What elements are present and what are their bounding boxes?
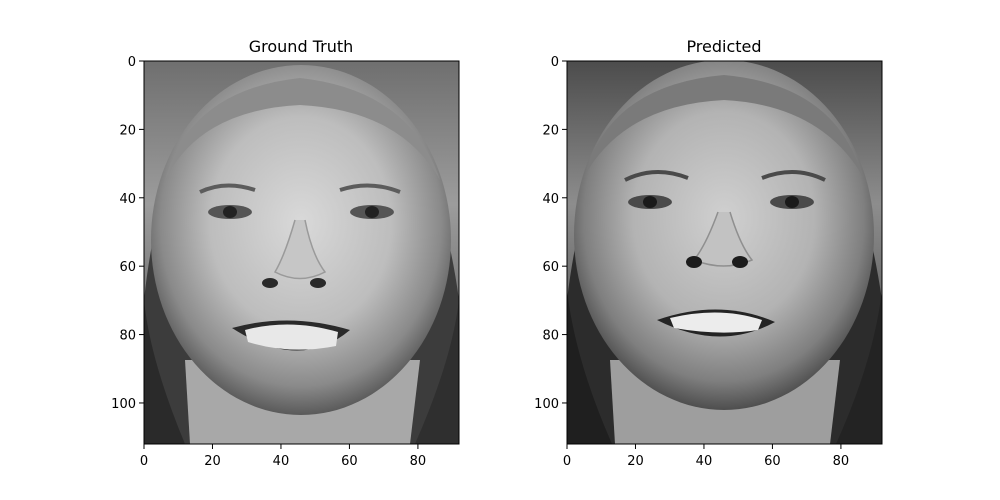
ground-truth-title: Ground Truth bbox=[249, 37, 354, 56]
predicted-ytick-label: 60 bbox=[542, 260, 559, 275]
predicted-axis-ticks: 0 20 40 60 80 0 20 40 60 80 100 bbox=[534, 55, 849, 469]
ground-truth-axis-ticks: 0 20 40 60 80 0 20 40 60 80 100 bbox=[111, 55, 426, 469]
ground-truth-ytick-label: 0 bbox=[128, 55, 136, 70]
ground-truth-image bbox=[144, 61, 459, 444]
ground-truth-ytick-label: 80 bbox=[119, 329, 136, 344]
predicted-ytick-label: 100 bbox=[534, 397, 559, 412]
predicted-xtick-label: 80 bbox=[833, 454, 850, 469]
ground-truth-ytick-label: 20 bbox=[119, 123, 136, 138]
predicted-ytick-label: 40 bbox=[542, 192, 559, 207]
ground-truth-xtick-label: 40 bbox=[273, 454, 290, 469]
panel-ground-truth: Ground Truth bbox=[111, 37, 460, 469]
predicted-ytick-label: 20 bbox=[542, 123, 559, 138]
predicted-image bbox=[567, 61, 882, 444]
ground-truth-ytick-label: 40 bbox=[119, 192, 136, 207]
ground-truth-xtick-label: 80 bbox=[410, 454, 427, 469]
ground-truth-xtick-label: 0 bbox=[140, 454, 148, 469]
ground-truth-ytick-label: 60 bbox=[119, 260, 136, 275]
ground-truth-ytick-label: 100 bbox=[111, 397, 136, 412]
predicted-title: Predicted bbox=[686, 37, 761, 56]
predicted-xtick-label: 0 bbox=[563, 454, 571, 469]
predicted-xtick-label: 60 bbox=[764, 454, 781, 469]
ground-truth-xtick-label: 60 bbox=[341, 454, 358, 469]
predicted-xtick-label: 40 bbox=[696, 454, 713, 469]
predicted-xtick-label: 20 bbox=[627, 454, 644, 469]
panel-predicted: Predicted 0 20 40 60 80 bbox=[534, 37, 883, 469]
ground-truth-xtick-label: 20 bbox=[204, 454, 221, 469]
predicted-ytick-label: 0 bbox=[551, 55, 559, 70]
predicted-axes-frame bbox=[566, 60, 883, 445]
predicted-ytick-label: 80 bbox=[542, 329, 559, 344]
ground-truth-axes-frame bbox=[143, 60, 460, 445]
